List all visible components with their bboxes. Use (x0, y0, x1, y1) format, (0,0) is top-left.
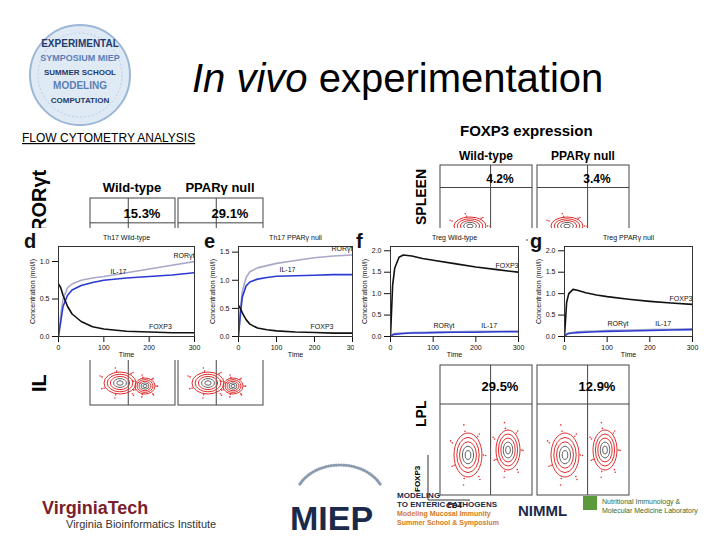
svg-text:0: 0 (237, 344, 241, 351)
svg-text:Nutritional Immunology &: Nutritional Immunology & (602, 498, 681, 506)
svg-text:0.5: 0.5 (40, 295, 50, 302)
svg-text:100: 100 (98, 344, 110, 351)
svg-text:1.5: 1.5 (546, 268, 556, 275)
svg-text:TO ENTERIC PATHOGENS: TO ENTERIC PATHOGENS (397, 500, 498, 509)
svg-text:0: 0 (389, 344, 393, 351)
svg-text:300: 300 (189, 344, 201, 351)
svg-text:100: 100 (271, 344, 283, 351)
svg-text:SYMPOSIUM MIEP: SYMPOSIUM MIEP (40, 53, 120, 63)
svg-text:200: 200 (644, 344, 656, 351)
svg-text:1.5: 1.5 (220, 248, 230, 255)
svg-text:100: 100 (427, 344, 439, 351)
svg-text:Th17 PPARγ null: Th17 PPARγ null (269, 234, 322, 242)
svg-text:IL-17: IL-17 (481, 322, 497, 329)
svg-text:200: 200 (470, 344, 482, 351)
svg-text:Th17 Wild-type: Th17 Wild-type (103, 234, 150, 242)
svg-text:200: 200 (143, 344, 155, 351)
svg-text:Wild-type: Wild-type (103, 180, 161, 195)
svg-text:1.0: 1.0 (546, 290, 556, 297)
svg-text:29.5%: 29.5% (482, 379, 519, 394)
svg-text:1.0: 1.0 (220, 276, 230, 283)
svg-text:IL-17: IL-17 (280, 266, 296, 273)
svg-text:Modeling Mucosal Immunity: Modeling Mucosal Immunity (397, 510, 491, 518)
svg-text:RORγt: RORγt (331, 245, 353, 253)
svg-text:0.0: 0.0 (546, 333, 556, 340)
svg-text:Time: Time (119, 351, 134, 358)
svg-text:3.4%: 3.4% (583, 172, 611, 186)
svg-text:MIEP: MIEP (290, 499, 373, 537)
svg-text:FOXP3: FOXP3 (413, 465, 422, 492)
svg-text:FOXP3 expression: FOXP3 expression (460, 122, 593, 139)
html-text:e: e (204, 230, 216, 252)
svg-text:RORγt: RORγt (608, 320, 629, 328)
svg-text:0.0: 0.0 (40, 333, 50, 340)
svg-text:0.5: 0.5 (546, 311, 556, 318)
svg-text:0.0: 0.0 (220, 333, 230, 340)
svg-text:Concentration (mol/l): Concentration (mol/l) (361, 259, 369, 324)
svg-text:MODELING: MODELING (53, 80, 107, 91)
svg-text:FOXP3: FOXP3 (670, 295, 693, 302)
svg-text:MODELING: MODELING (397, 491, 440, 500)
svg-text:100: 100 (601, 344, 613, 351)
svg-text:PPARγ null: PPARγ null (551, 149, 615, 163)
svg-text:Wild-type: Wild-type (459, 149, 513, 163)
svg-text:SPLEEN: SPLEEN (413, 169, 429, 225)
svg-text:Virginia Bioinformatics Instit: Virginia Bioinformatics Institute (66, 518, 216, 530)
svg-text:LPL: LPL (413, 400, 429, 427)
svg-text:12.9%: 12.9% (579, 379, 616, 394)
svg-text:29.1%: 29.1% (212, 206, 249, 221)
svg-text:300: 300 (513, 344, 525, 351)
svg-text:Concentration (mol/l): Concentration (mol/l) (535, 259, 543, 324)
svg-text:0: 0 (57, 344, 61, 351)
svg-text:FOXP3: FOXP3 (496, 262, 519, 269)
svg-text:RORγt: RORγt (434, 322, 455, 330)
html-text:d: d (24, 230, 37, 252)
svg-text:4.2%: 4.2% (486, 172, 514, 186)
svg-text:0.0: 0.0 (372, 333, 382, 340)
svg-text:0.5: 0.5 (220, 305, 230, 312)
svg-text:300: 300 (346, 344, 359, 352)
svg-text:2.0: 2.0 (546, 247, 556, 254)
svg-text:SUMMER SCHOOL: SUMMER SCHOOL (44, 68, 116, 77)
svg-text:Treg Wild-type: Treg Wild-type (432, 234, 477, 242)
svg-text:Molecular Medicine Laboratory: Molecular Medicine Laboratory (602, 507, 698, 515)
svg-text:15.3%: 15.3% (124, 206, 161, 221)
svg-text:Concentration (mol/l): Concentration (mol/l) (29, 259, 37, 324)
svg-text:IL-17: IL-17 (111, 268, 127, 275)
html-text:f: f (356, 230, 363, 252)
svg-text:FOXP3: FOXP3 (149, 323, 172, 330)
svg-text:200: 200 (309, 344, 321, 351)
svg-text:IL-17: IL-17 (655, 320, 671, 327)
svg-text:In vivo experimentation: In vivo experimentation (192, 56, 603, 100)
svg-text:RORγt: RORγt (28, 169, 50, 232)
html-text:g: g (530, 230, 543, 252)
svg-text:RORγt: RORγt (174, 252, 195, 260)
svg-text:FLOW CYTOMETRY ANALYSIS: FLOW CYTOMETRY ANALYSIS (22, 131, 195, 145)
svg-text:Concentration (mol/l): Concentration (mol/l) (209, 259, 217, 324)
svg-text:COMPUTATION: COMPUTATION (51, 96, 110, 105)
svg-text:Treg PPARγ null: Treg PPARγ null (603, 234, 654, 242)
svg-text:300: 300 (687, 344, 699, 351)
svg-text:VirginiaTech: VirginiaTech (42, 498, 148, 518)
svg-text:1.5: 1.5 (372, 268, 382, 275)
svg-text:NIMML: NIMML (518, 502, 567, 519)
svg-text:Time: Time (621, 351, 636, 358)
svg-text:0: 0 (563, 344, 567, 351)
svg-text:PPARγ null: PPARγ null (185, 180, 254, 195)
svg-text:2.0: 2.0 (372, 247, 382, 254)
svg-text:1.0: 1.0 (40, 258, 50, 265)
svg-text:Time: Time (288, 351, 303, 358)
svg-text:Summer School & Symposium: Summer School & Symposium (397, 519, 499, 527)
svg-text:1.0: 1.0 (372, 290, 382, 297)
svg-text:IL: IL (28, 374, 50, 392)
svg-text:0.5: 0.5 (372, 311, 382, 318)
svg-text:EXPERIMENTAL: EXPERIMENTAL (41, 38, 119, 49)
svg-text:FOXP3: FOXP3 (311, 323, 334, 330)
svg-text:Time: Time (447, 351, 462, 358)
